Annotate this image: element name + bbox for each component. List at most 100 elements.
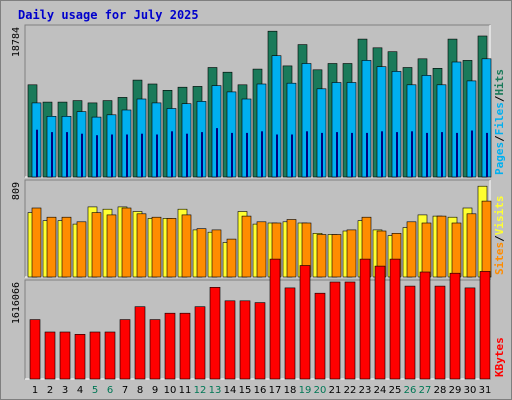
chart-title: Daily usage for July 2025 [18,8,199,22]
bar-pages-24 [381,131,383,177]
panel-visits-sites: 809 Sites/Visits [11,179,506,278]
bar-pages-6 [111,134,113,177]
x-tick-label-7: 7 [122,385,128,396]
bar-kbytes-31 [479,271,491,380]
bar-sites-20 [316,234,327,278]
bar-sites-31 [481,200,492,278]
bar-pages-2 [51,132,53,177]
x-tick-label-2: 2 [47,385,53,396]
bar-pages-14 [231,132,233,177]
bar-pages-23 [366,132,368,177]
x-tick-label-12: 12 [194,385,207,396]
x-tick-label-20: 20 [314,385,327,396]
x-tick-label-10: 10 [164,385,177,396]
bar-sites-4 [76,221,87,278]
x-tick-label-1: 1 [32,385,38,396]
bar-sites-26 [406,221,417,278]
legend-hits: Hits [493,69,506,96]
bar-sites-12 [196,228,207,278]
bar-sites-1 [31,207,42,278]
bar-kbytes-9 [149,319,161,380]
bar-kbytes-17 [269,258,281,380]
panel-max-label: 18784 [11,27,22,57]
panel-legend: Pages/Files/Hits [493,69,506,175]
bar-sites-27 [421,222,432,278]
x-tick-label-22: 22 [344,385,357,396]
bar-kbytes-25 [389,258,401,380]
bar-pages-11 [186,133,188,177]
x-tick-label-19: 19 [299,385,312,396]
x-tick-label-17: 17 [269,385,282,396]
bar-kbytes-22 [344,281,356,380]
x-tick-label-21: 21 [329,385,342,396]
bar-sites-29 [451,222,462,278]
legend-separator: / [493,95,506,102]
bar-kbytes-15 [239,300,251,380]
bar-kbytes-2 [44,331,56,380]
legend-separator: / [493,235,506,242]
panel-legend: KBytes [493,337,506,377]
bar-sites-15 [241,215,252,278]
x-tick-label-11: 11 [179,385,192,396]
bar-kbytes-5 [89,331,101,380]
legend-sites: Sites [493,242,506,275]
bar-sites-11 [181,214,192,278]
bar-pages-25 [396,132,398,177]
bar-kbytes-20 [314,292,326,380]
x-tick-label-25: 25 [389,385,402,396]
bar-pages-17 [276,134,278,177]
x-tick-label-3: 3 [62,385,68,396]
legend-visits: Visits [493,196,506,236]
legend-separator: / [493,135,506,142]
legend-pages: Pages [493,142,506,175]
bar-kbytes-13 [209,286,221,380]
x-axis-ticks: 1 2 3 4 5 6 7 8 9 10 11 12 13 14 15 16 17 18 19 20 21 22 23 24 2… [32,385,492,396]
bar-pages-21 [336,132,338,177]
legend-kbytes: KBytes [493,337,506,377]
bar-kbytes-21 [329,281,341,380]
bar-pages-5 [96,135,98,177]
bar-pages-15 [246,132,248,177]
bar-kbytes-3 [59,331,71,380]
panel-legend: Sites/Visits [493,196,506,276]
bar-kbytes-1 [29,319,41,380]
bar-pages-20 [321,132,323,177]
x-tick-label-27: 27 [419,385,432,396]
bar-kbytes-6 [104,331,116,380]
bar-pages-31 [486,132,488,177]
bar-kbytes-4 [74,333,86,380]
bar-kbytes-23 [359,258,371,380]
bar-pages-16 [261,131,263,177]
bar-pages-27 [426,132,428,177]
panel-hits-files-pages: 18784 Pages/Files/Hits [11,24,506,178]
bar-sites-18 [286,219,297,278]
bar-sites-30 [466,213,477,278]
bar-pages-9 [156,134,158,177]
bar-sites-8 [136,213,147,278]
panel-max-label: 1616066 [11,282,22,324]
x-tick-label-13: 13 [209,385,222,396]
x-tick-label-18: 18 [284,385,297,396]
bar-pages-19 [306,131,308,177]
x-tick-label-6: 6 [107,385,113,396]
x-tick-label-31: 31 [479,385,492,396]
bar-kbytes-27 [419,271,431,380]
x-tick-label-26: 26 [404,385,417,396]
bar-kbytes-16 [254,302,266,380]
x-tick-label-29: 29 [449,385,462,396]
bar-kbytes-24 [374,265,386,380]
bar-sites-22 [346,229,357,278]
bar-kbytes-28 [434,285,446,380]
x-tick-label-24: 24 [374,385,387,396]
bar-kbytes-18 [284,287,296,380]
x-tick-label-14: 14 [224,385,237,396]
bar-pages-3 [66,132,68,177]
x-tick-label-16: 16 [254,385,267,396]
x-tick-label-9: 9 [152,385,158,396]
bar-kbytes-30 [464,287,476,380]
bar-pages-29 [456,132,458,177]
bar-pages-8 [141,133,143,177]
bar-pages-30 [471,130,473,177]
